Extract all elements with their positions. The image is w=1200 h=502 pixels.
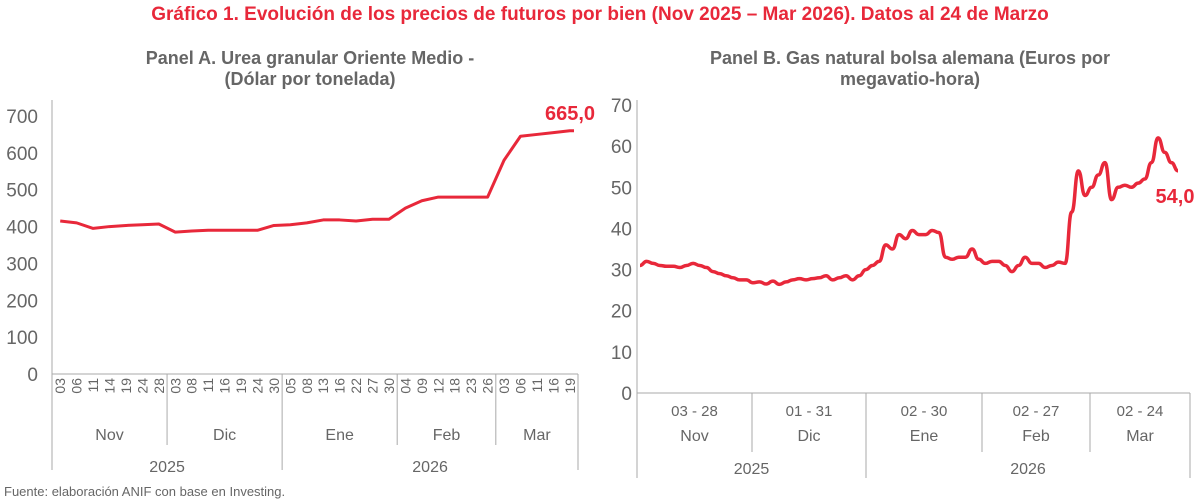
year-label: 2026 bbox=[1010, 461, 1046, 478]
x-tick-day: 03 bbox=[496, 378, 512, 394]
y-tick-label: 700 bbox=[6, 107, 38, 128]
panel-b-title-line2: megavatio-hora) bbox=[839, 69, 981, 89]
panel-a-title-line1: Panel A. Urea granular Oriente Medio - bbox=[145, 48, 475, 68]
x-tick-day: 06 bbox=[69, 378, 85, 394]
year-label: 2026 bbox=[412, 459, 448, 476]
x-tick-day: 19 bbox=[233, 378, 249, 394]
y-tick-label: 70 bbox=[611, 96, 632, 117]
month-label: Ene bbox=[325, 427, 354, 444]
y-tick-label: 10 bbox=[611, 343, 632, 364]
x-tick-day: 24 bbox=[249, 378, 265, 394]
y-tick-label: 0 bbox=[27, 365, 38, 386]
y-tick-label: 600 bbox=[6, 144, 38, 165]
x-tick-day: 22 bbox=[348, 378, 364, 394]
x-tick-day: 03 bbox=[167, 378, 183, 394]
year-label: 2025 bbox=[734, 461, 770, 478]
panel-a-title-line2: (Dólar por tonelada) bbox=[224, 69, 396, 89]
x-tick-day: 16 bbox=[545, 378, 561, 394]
month-label: Feb bbox=[433, 427, 461, 444]
x-tick-day: 08 bbox=[299, 378, 315, 394]
x-tick-day: 06 bbox=[512, 378, 528, 394]
x-tick-range: 02 - 27 bbox=[1013, 403, 1060, 420]
month-label: Dic bbox=[797, 428, 820, 445]
x-tick-day: 30 bbox=[381, 378, 397, 394]
x-tick-day: 26 bbox=[480, 378, 496, 394]
x-tick-day: 11 bbox=[200, 378, 216, 393]
x-tick-day: 16 bbox=[217, 378, 233, 394]
end-value-label: 54,0 bbox=[1156, 186, 1195, 208]
series-line-urea bbox=[60, 129, 574, 234]
x-tick-day: 23 bbox=[463, 378, 479, 394]
month-label: Nov bbox=[95, 427, 123, 444]
y-tick-label: 100 bbox=[6, 328, 38, 349]
series-line-gas bbox=[639, 136, 1179, 287]
x-tick-range: 03 - 28 bbox=[671, 403, 718, 420]
y-tick-label: 400 bbox=[6, 218, 38, 239]
y-tick-label: 500 bbox=[6, 181, 38, 202]
y-tick-label: 50 bbox=[611, 178, 632, 199]
x-tick-day: 19 bbox=[118, 378, 134, 394]
x-tick-day: 19 bbox=[562, 378, 578, 394]
end-value-label: 665,0 bbox=[545, 103, 595, 125]
x-tick-day: 08 bbox=[184, 378, 200, 394]
y-tick-label: 0 bbox=[621, 384, 632, 405]
x-tick-day: 11 bbox=[85, 378, 101, 393]
x-tick-day: 27 bbox=[365, 378, 381, 394]
y-tick-label: 20 bbox=[611, 302, 632, 323]
x-tick-day: 30 bbox=[266, 378, 282, 394]
month-label: Nov bbox=[680, 428, 708, 445]
x-tick-day: 24 bbox=[134, 378, 150, 394]
month-label: Ene bbox=[910, 428, 939, 445]
x-tick-day: 04 bbox=[397, 378, 413, 394]
x-tick-day: 05 bbox=[282, 378, 298, 394]
panel-b-title-line1: Panel B. Gas natural bolsa alemana (Euro… bbox=[709, 48, 1111, 68]
panel-a-title: Panel A. Urea granular Oriente Medio - (… bbox=[40, 48, 580, 90]
chart-title: Gráfico 1. Evolución de los precios de f… bbox=[151, 4, 1049, 25]
x-tick-day: 11 bbox=[529, 378, 545, 393]
year-label: 2025 bbox=[149, 459, 185, 476]
x-tick-day: 03 bbox=[52, 378, 68, 394]
y-tick-label: 300 bbox=[6, 254, 38, 275]
month-label: Mar bbox=[1126, 428, 1154, 445]
x-tick-day: 16 bbox=[332, 378, 348, 394]
x-tick-day: 14 bbox=[102, 378, 118, 394]
month-label: Dic bbox=[213, 427, 236, 444]
x-tick-range: 02 - 30 bbox=[901, 403, 948, 420]
x-tick-day: 12 bbox=[430, 378, 446, 394]
y-tick-label: 200 bbox=[6, 291, 38, 312]
y-tick-label: 60 bbox=[611, 137, 632, 158]
x-tick-range: 02 - 24 bbox=[1117, 403, 1164, 420]
month-label: Feb bbox=[1022, 428, 1050, 445]
source-note: Fuente: elaboración ANIF con base en Inv… bbox=[4, 484, 286, 499]
y-tick-label: 40 bbox=[611, 219, 632, 240]
x-tick-day: 18 bbox=[447, 378, 463, 394]
x-tick-day: 28 bbox=[151, 378, 167, 394]
x-tick-day: 13 bbox=[315, 378, 331, 394]
month-label: Mar bbox=[523, 427, 551, 444]
panel-b-title: Panel B. Gas natural bolsa alemana (Euro… bbox=[620, 48, 1200, 90]
x-tick-day: 09 bbox=[414, 378, 430, 394]
y-tick-label: 30 bbox=[611, 261, 632, 282]
x-tick-range: 01 - 31 bbox=[786, 403, 833, 420]
